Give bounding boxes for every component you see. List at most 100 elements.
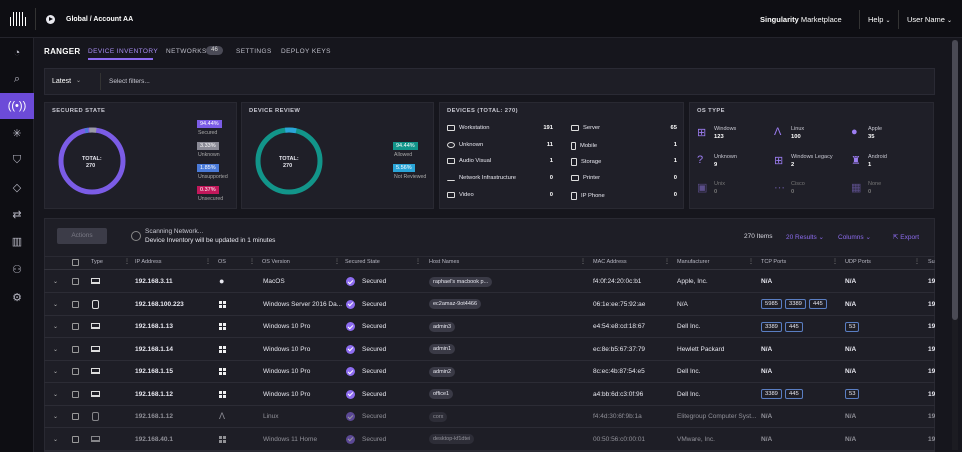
settings-icon[interactable]: ⚙ bbox=[12, 291, 22, 304]
host-name-pill[interactable]: admin3 bbox=[429, 321, 456, 332]
host-name-pill[interactable]: desktop-kf1dtei bbox=[429, 434, 475, 444]
column-menu-icon[interactable]: ⋮ bbox=[832, 259, 838, 265]
sentinels-icon[interactable]: ✳ bbox=[12, 127, 22, 140]
table-row[interactable] bbox=[44, 429, 935, 451]
select-all-checkbox[interactable] bbox=[72, 259, 79, 266]
column-type[interactable]: Type bbox=[91, 259, 103, 265]
filter-input[interactable]: Select filters... bbox=[109, 78, 150, 85]
device-storage[interactable]: Storage bbox=[571, 158, 601, 166]
reports-icon[interactable]: ▥ bbox=[11, 235, 23, 248]
column-su[interactable]: Su bbox=[928, 259, 935, 265]
tab-networks[interactable]: NETWORKS bbox=[166, 48, 207, 55]
column-menu-icon[interactable]: ⋮ bbox=[205, 259, 211, 265]
scope-selector-icon[interactable] bbox=[46, 15, 55, 24]
column-host-names[interactable]: Host Names bbox=[429, 259, 460, 265]
automation-icon[interactable]: ⚇ bbox=[12, 263, 22, 276]
device-network-infrastructure[interactable]: Network Infrastructure bbox=[447, 175, 516, 181]
ranger-icon[interactable]: ((•)) bbox=[0, 93, 34, 119]
column-os[interactable]: OS bbox=[218, 259, 226, 265]
column-menu-icon[interactable]: ⋮ bbox=[415, 259, 421, 265]
column-menu-icon[interactable]: ⋮ bbox=[748, 259, 754, 265]
windows-icon bbox=[219, 390, 226, 398]
latest-dropdown[interactable]: Latest bbox=[52, 78, 72, 85]
ip-address: 192.168.1.13 bbox=[135, 323, 173, 330]
row-checkbox[interactable] bbox=[72, 368, 79, 375]
column-menu-icon[interactable]: ⋮ bbox=[914, 259, 920, 265]
expand-row-icon[interactable]: ⌄ bbox=[53, 436, 59, 443]
row-checkbox[interactable] bbox=[72, 390, 79, 398]
expand-row-icon[interactable]: ⌄ bbox=[53, 346, 59, 353]
udp-port-na: N/A bbox=[845, 435, 857, 443]
column-udp-ports[interactable]: UDP Ports bbox=[845, 259, 871, 265]
column-menu-icon[interactable]: ⋮ bbox=[249, 259, 255, 265]
card-title: OS TYPE bbox=[697, 108, 725, 114]
marketplace-link[interactable]: Singularity Marketplace bbox=[760, 15, 842, 24]
column-secured-state[interactable]: Secured State bbox=[345, 259, 380, 265]
sentinelone-logo[interactable] bbox=[10, 12, 26, 26]
tcp-port: 3389 bbox=[785, 299, 806, 309]
table-row[interactable] bbox=[44, 294, 935, 316]
shield-icon[interactable]: ⛉ bbox=[12, 153, 22, 166]
device-video[interactable]: Video bbox=[447, 192, 474, 198]
column-mac-address[interactable]: MAC Address bbox=[593, 259, 627, 265]
column-manufacturer[interactable]: Manufacturer bbox=[677, 259, 710, 265]
columns-dropdown[interactable]: Columns ⌄ bbox=[838, 234, 871, 241]
row-checkbox[interactable] bbox=[72, 413, 79, 420]
device-audio-visual[interactable]: Audio Visual bbox=[447, 158, 491, 164]
user-menu[interactable]: User Name ⌄ bbox=[907, 15, 952, 24]
export-button[interactable]: ⇱ Export bbox=[893, 233, 919, 241]
table-row[interactable] bbox=[44, 271, 935, 293]
row-checkbox[interactable] bbox=[72, 435, 79, 443]
table-row[interactable] bbox=[44, 406, 935, 428]
device-mobile[interactable]: Mobile bbox=[571, 142, 597, 150]
search-icon[interactable]: ⌕ bbox=[13, 72, 21, 85]
expand-row-icon[interactable]: ⌄ bbox=[53, 369, 59, 375]
device-server[interactable]: Server bbox=[571, 125, 600, 131]
row-checkbox[interactable] bbox=[72, 345, 79, 353]
device-printer[interactable]: Printer bbox=[571, 175, 600, 181]
actions-button[interactable]: Actions bbox=[57, 228, 107, 244]
host-name-pill[interactable]: office1 bbox=[429, 389, 454, 399]
os-name: Apple bbox=[868, 126, 883, 132]
tab-settings[interactable]: SETTINGS bbox=[236, 48, 272, 55]
help-menu[interactable]: Help ⌄ bbox=[868, 15, 891, 24]
column-menu-icon[interactable]: ⋮ bbox=[334, 259, 340, 265]
expand-row-icon[interactable]: ⌄ bbox=[53, 414, 59, 420]
table-row[interactable] bbox=[44, 384, 935, 406]
network-icon[interactable]: ⇄ bbox=[12, 208, 22, 221]
host-name-pill[interactable]: admin1 bbox=[429, 344, 456, 354]
results-per-page-dropdown[interactable]: 20 Results ⌄ bbox=[786, 234, 824, 241]
host-name-pill[interactable]: corx bbox=[429, 411, 448, 422]
table-row[interactable] bbox=[44, 339, 935, 361]
chevron-down-icon[interactable]: ⌄ bbox=[76, 78, 82, 84]
expand-row-icon[interactable]: ⌄ bbox=[53, 324, 59, 330]
scrollbar-thumb[interactable] bbox=[952, 40, 958, 320]
tab-device-inventory[interactable]: DEVICE INVENTORY bbox=[88, 48, 159, 55]
expand-row-icon[interactable]: ⌄ bbox=[53, 301, 59, 308]
device-workstation[interactable]: Workstation bbox=[447, 125, 490, 131]
account-breadcrumb[interactable]: Global / Account AA bbox=[66, 16, 134, 23]
expand-row-icon[interactable]: ⌄ bbox=[53, 391, 59, 398]
table-row[interactable] bbox=[44, 316, 935, 338]
cisco-icon: ⋯ bbox=[774, 182, 785, 194]
row-checkbox[interactable] bbox=[72, 323, 79, 330]
activity-icon[interactable]: ◇ bbox=[12, 181, 22, 194]
column-tcp-ports[interactable]: TCP Ports bbox=[761, 259, 787, 265]
table-row[interactable] bbox=[44, 361, 935, 383]
column-ip-address[interactable]: IP Address bbox=[135, 259, 162, 265]
device-ip-phone[interactable]: IP Phone bbox=[571, 192, 605, 200]
row-checkbox[interactable] bbox=[72, 278, 79, 285]
device-unknown[interactable]: Unknown bbox=[447, 142, 483, 148]
column-menu-icon[interactable]: ⋮ bbox=[124, 259, 130, 265]
user-name: User Name bbox=[907, 15, 945, 24]
host-name-pill[interactable]: raphael's macbook p... bbox=[429, 276, 493, 287]
tab-deploy-keys[interactable]: DEPLOY KEYS bbox=[281, 48, 331, 55]
host-name-pill[interactable]: admin2 bbox=[429, 366, 456, 377]
expand-row-icon[interactable]: ⌄ bbox=[53, 279, 59, 285]
column-os-version[interactable]: OS Version bbox=[262, 259, 290, 265]
column-menu-icon[interactable]: ⋮ bbox=[580, 259, 586, 265]
host-name-pill[interactable]: ec2amaz-9ot4466 bbox=[429, 299, 482, 309]
row-checkbox[interactable] bbox=[72, 300, 79, 308]
column-menu-icon[interactable]: ⋮ bbox=[664, 259, 670, 265]
dashboard-icon[interactable]: ◔ bbox=[13, 47, 21, 59]
